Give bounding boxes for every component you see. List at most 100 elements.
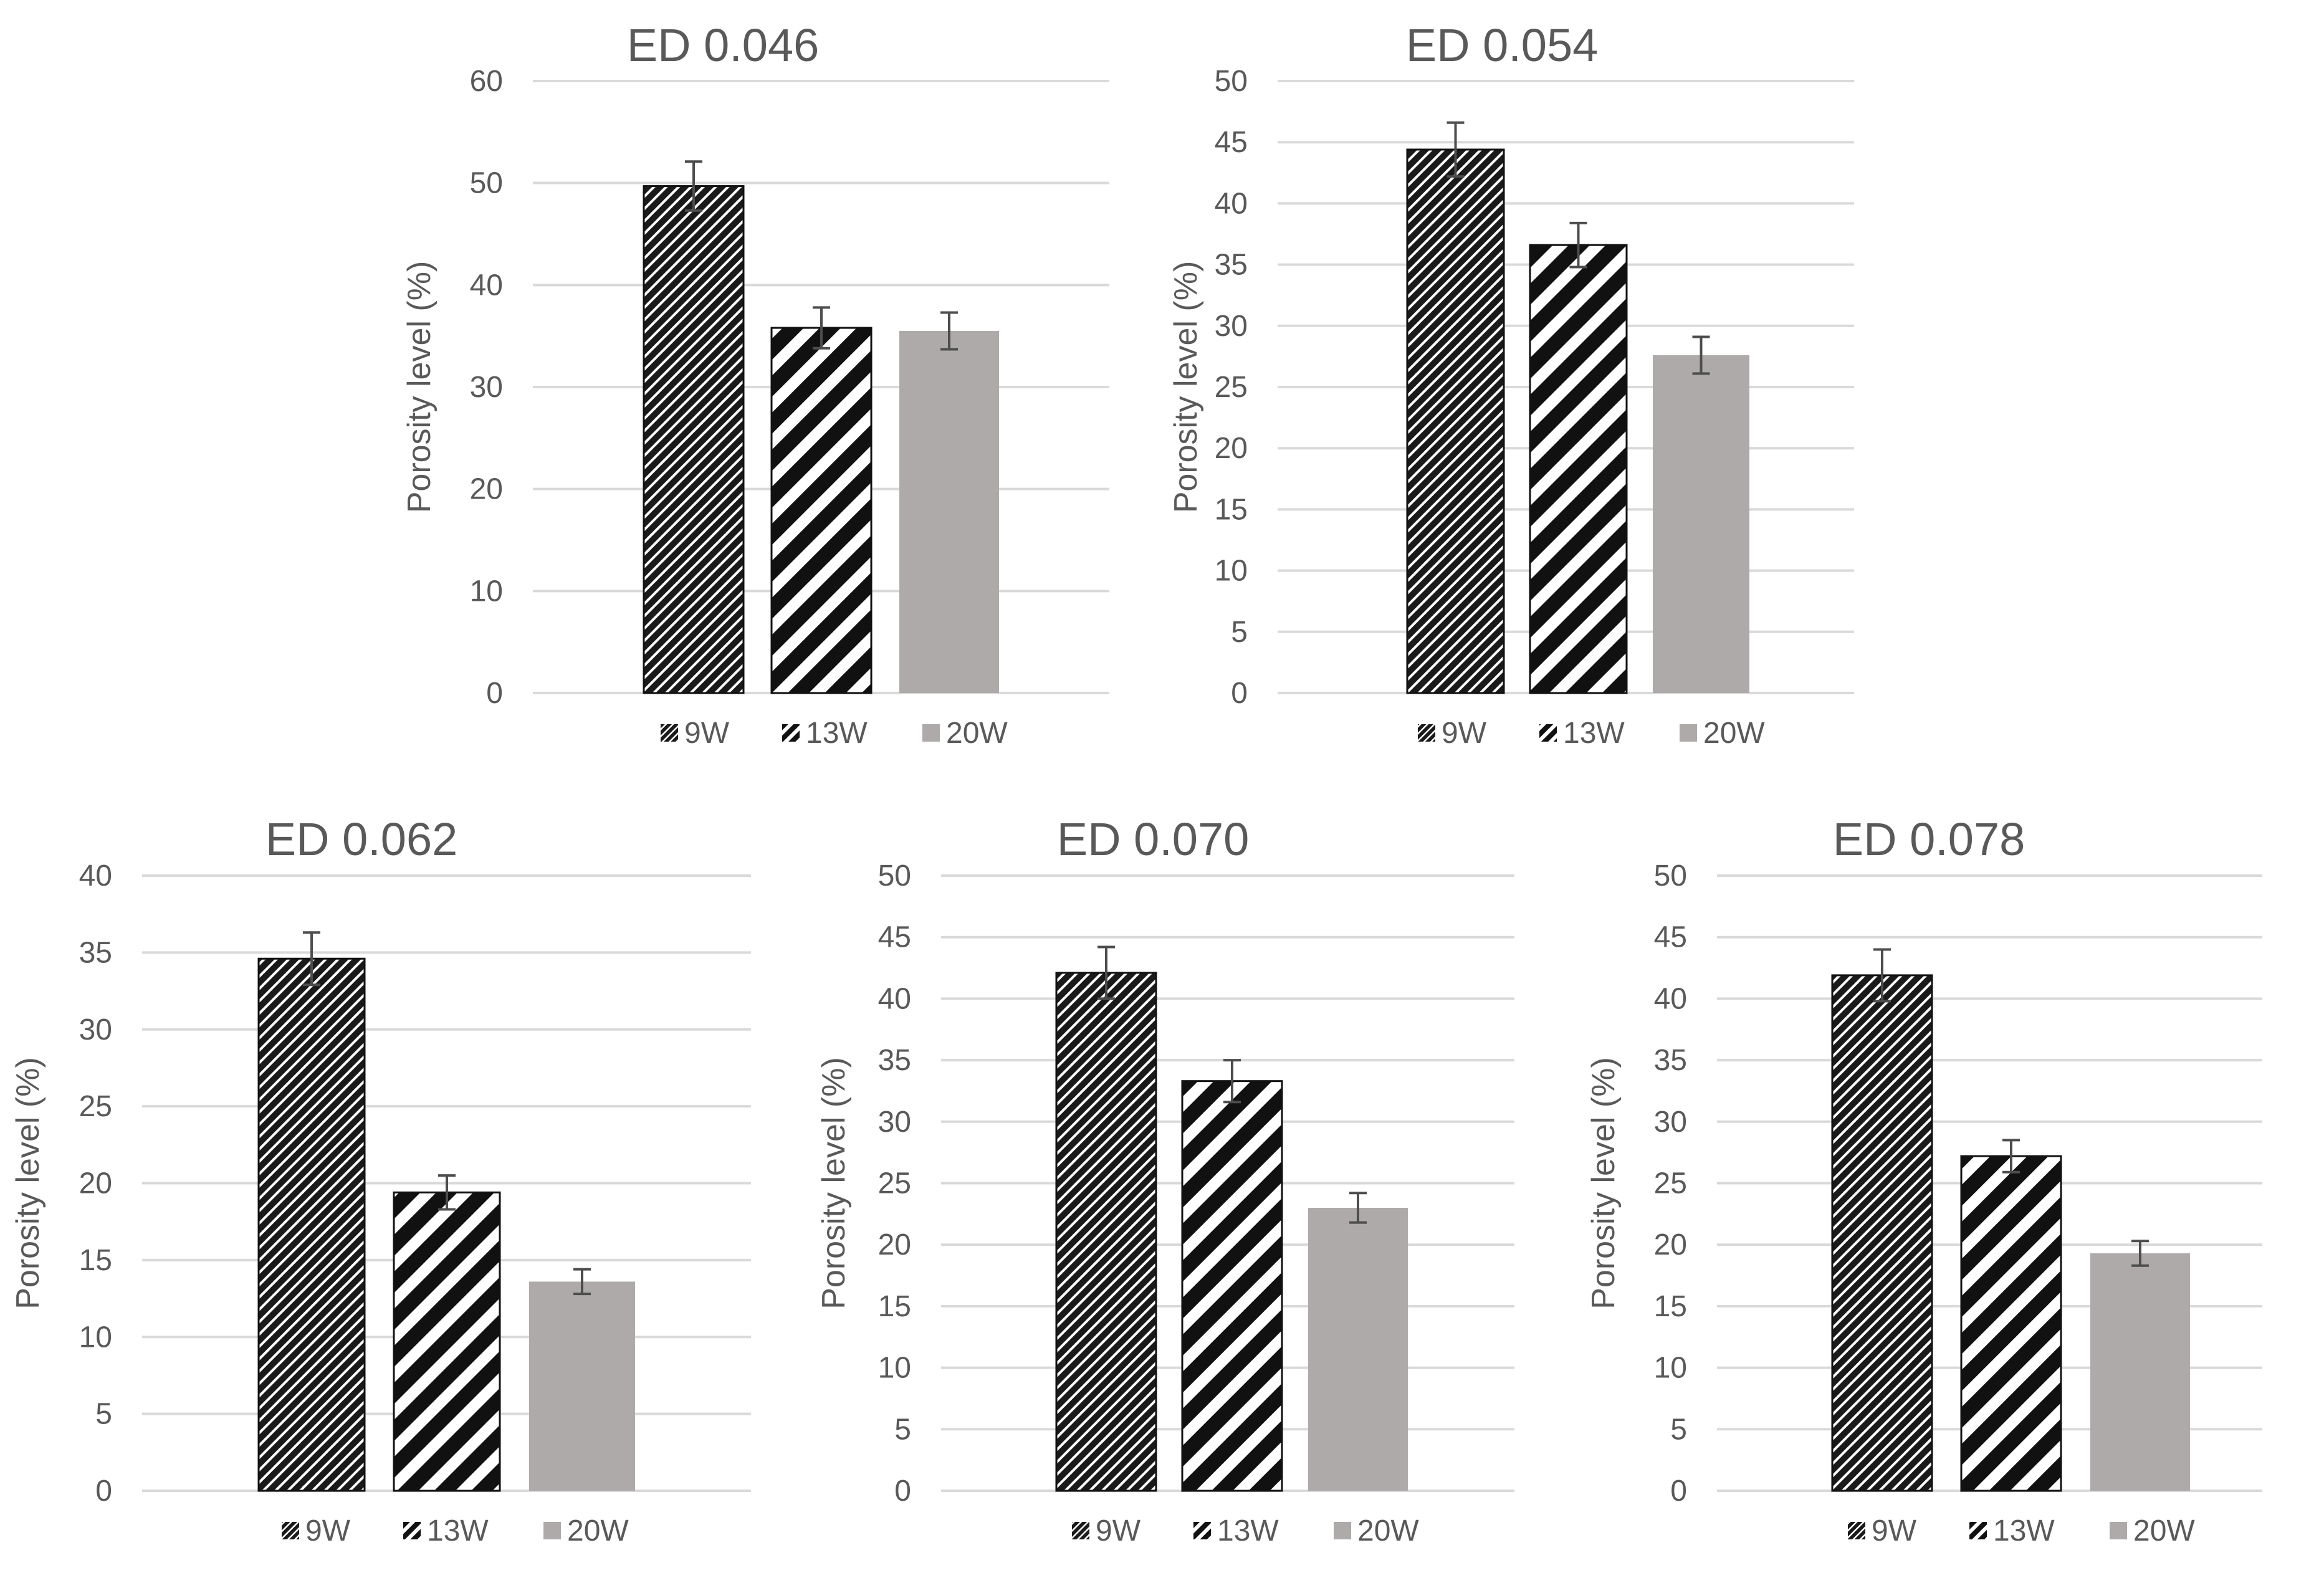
y-axis-label: Porosity level (%) (1168, 261, 1204, 514)
y-tick-label: 10 (878, 1352, 911, 1385)
legend-swatch-13w (782, 724, 800, 742)
y-axis-label: Porosity level (%) (1585, 1057, 1622, 1309)
legend-swatch-9w (282, 1522, 299, 1539)
legend-label-20w: 20W (1357, 1514, 1419, 1547)
legend-label-13w: 13W (427, 1514, 489, 1547)
y-tick-label: 30 (1654, 1106, 1687, 1139)
y-tick-label: 0 (486, 677, 503, 710)
y-tick-label: 40 (1215, 187, 1248, 220)
bar-13w[interactable] (1960, 1155, 2062, 1492)
bar-9w[interactable] (1055, 972, 1157, 1492)
y-tick-label: 25 (1654, 1167, 1687, 1200)
legend-swatch-9w (1848, 1522, 1865, 1539)
y-tick-label: 0 (95, 1475, 112, 1508)
chart-1: 0 10 20 30 40 50 60 ED 0.046 Porosity level (%) 9… (401, 19, 1109, 750)
bar-13w[interactable] (770, 327, 873, 694)
y-tick-label: 15 (1215, 493, 1248, 526)
y-tick-label: 30 (470, 371, 503, 404)
y-tick-label: 20 (1215, 432, 1248, 465)
legend-label-9w: 9W (1096, 1514, 1141, 1547)
bar-20w[interactable] (1308, 1207, 1408, 1491)
y-tick-label: 5 (95, 1398, 112, 1431)
y-tick-label: 40 (1654, 982, 1687, 1015)
y-tick-label: 15 (79, 1244, 112, 1277)
y-tick-label: 20 (79, 1167, 112, 1200)
legend-label-9w: 9W (684, 717, 730, 750)
y-tick-label: 30 (1215, 310, 1248, 343)
y-tick-label: 10 (79, 1321, 112, 1354)
legend-swatch-9w (1072, 1522, 1089, 1539)
y-tick-label: 35 (1215, 249, 1248, 282)
legend-label-20w: 20W (2133, 1514, 2195, 1547)
bar-13w[interactable] (393, 1191, 501, 1492)
y-tick-label: 40 (470, 269, 503, 302)
legend-swatch-13w (1969, 1522, 1987, 1539)
bar-13w[interactable] (1529, 244, 1628, 694)
legend-swatch-20w (543, 1522, 561, 1539)
y-tick-label: 25 (878, 1167, 911, 1200)
legend-label-9w: 9W (1872, 1514, 1917, 1547)
y-tick-label: 20 (878, 1228, 911, 1261)
y-tick-label: 0 (894, 1475, 911, 1508)
y-tick-label: 35 (1654, 1044, 1687, 1077)
legend-swatch-20w (2110, 1522, 2127, 1539)
legend-swatch-13w (403, 1522, 421, 1539)
legend-label-9w: 9W (1442, 717, 1487, 750)
legend-swatch-13w (1539, 724, 1557, 742)
legend-label-9w: 9W (305, 1514, 351, 1547)
y-tick-label: 45 (1654, 921, 1687, 954)
y-tick-label: 20 (1654, 1228, 1687, 1261)
y-tick-label: 50 (1215, 65, 1248, 98)
y-tick-label: 25 (79, 1090, 112, 1123)
bar-9w[interactable] (257, 957, 366, 1492)
bar-20w[interactable] (2090, 1253, 2190, 1491)
y-tick-label: 0 (1231, 677, 1248, 710)
legend-label-13w: 13W (1993, 1514, 2055, 1547)
y-tick-label: 5 (894, 1413, 911, 1446)
bar-20w[interactable] (1653, 355, 1749, 693)
chart-title: ED 0.062 (265, 813, 458, 865)
y-axis-label: Porosity level (%) (816, 1057, 852, 1309)
bar-20w[interactable] (899, 330, 999, 693)
chart-3: 0 5 10 15 20 25 30 35 40 ED 0.062 Porosity level (… (10, 813, 751, 1547)
legend-label-13w: 13W (1563, 717, 1625, 750)
y-tick-label: 15 (1654, 1290, 1687, 1323)
y-tick-label: 15 (878, 1290, 911, 1323)
chart-title: ED 0.046 (627, 19, 820, 71)
y-axis-label: Porosity level (%) (10, 1057, 46, 1309)
y-tick-label: 45 (1215, 126, 1248, 159)
y-tick-label: 10 (470, 575, 503, 608)
chart-4: 0 5 10 15 20 25 30 35 40 45 50 ED 0.070 Porosity lev… (816, 813, 1514, 1547)
y-tick-label: 60 (470, 65, 503, 98)
legend-swatch-9w (1418, 724, 1435, 742)
y-tick-label: 5 (1670, 1413, 1687, 1446)
y-tick-label: 25 (1215, 371, 1248, 404)
bar-20w[interactable] (529, 1281, 635, 1491)
legend-label-20w: 20W (1703, 717, 1765, 750)
y-tick-label: 50 (470, 167, 503, 200)
y-axis-label: Porosity level (%) (401, 261, 438, 514)
legend-label-13w: 13W (806, 717, 868, 750)
legend-swatch-20w (1334, 1522, 1351, 1539)
y-tick-label: 0 (1670, 1475, 1687, 1508)
y-tick-label: 5 (1231, 616, 1248, 649)
bar-9w[interactable] (1406, 148, 1505, 694)
y-tick-label: 40 (79, 859, 112, 892)
y-tick-label: 40 (878, 982, 911, 1015)
y-tick-label: 50 (878, 859, 911, 892)
y-tick-label: 30 (79, 1013, 112, 1046)
bar-9w[interactable] (1831, 974, 1933, 1492)
chart-title: ED 0.054 (1406, 19, 1599, 71)
y-tick-label: 10 (1654, 1352, 1687, 1385)
legend-swatch-9w (661, 724, 678, 742)
legend-swatch-20w (922, 724, 940, 742)
bar-9w[interactable] (643, 185, 745, 694)
bar-13w[interactable] (1181, 1080, 1283, 1492)
y-tick-label: 45 (878, 921, 911, 954)
y-tick-label: 50 (1654, 859, 1687, 892)
legend-swatch-13w (1193, 1522, 1211, 1539)
chart-title: ED 0.070 (1057, 813, 1250, 865)
chart-title: ED 0.078 (1833, 813, 2025, 865)
